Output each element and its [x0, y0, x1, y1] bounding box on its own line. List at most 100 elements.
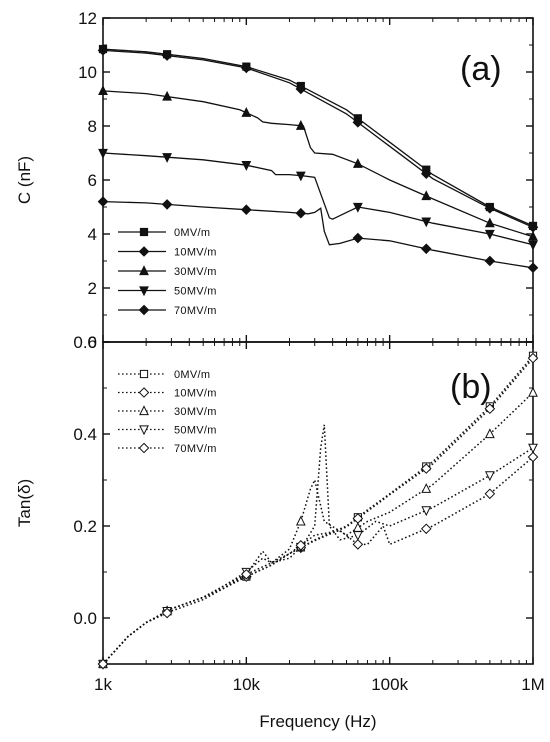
panel-a-series-30mv-m-point — [162, 90, 173, 101]
panel-a-legend-label: 70MV/m — [174, 305, 217, 317]
panel-a-series-30mv-m-point — [98, 85, 108, 95]
panel-a-series-70mv-m-point — [161, 199, 173, 210]
panel-b-legend-label: 0MV/m — [174, 369, 210, 381]
panel-b-legend-marker — [139, 405, 149, 416]
panel-b-series-70mv-m-point — [161, 607, 173, 619]
panel-b-series-30mv-m-point — [528, 386, 538, 397]
panel-b-series-30mv-m-point — [352, 522, 363, 532]
panel-b-legend-label: 70MV/m — [174, 443, 217, 455]
panel-a-legend-label: 30MV/m — [174, 266, 217, 278]
panel-a-series-50mv-m-point — [162, 153, 173, 163]
panel-a-series-30mv-m-point — [241, 107, 252, 117]
panel-b-series-10mv-m-point — [527, 352, 539, 364]
panel-b-legend-item: 50MV/m — [118, 425, 217, 437]
panel-a-series-10mv-m — [97, 45, 539, 233]
panel-b-ytick-label: 0.2 — [73, 517, 97, 536]
panel-b-series-50mv-m-point — [421, 506, 432, 517]
panel-b-legend-label: 50MV/m — [174, 425, 217, 437]
panel-a-series-10mv-m-point — [484, 203, 496, 214]
panel-b-legend-marker — [139, 425, 149, 436]
panel-a-series-50mv-m-point — [421, 217, 432, 228]
panel-b-legend-item: 70MV/m — [118, 442, 217, 455]
panel-a-series-70mv-m-point — [241, 204, 252, 216]
panel-b-series-70mv-m-point — [97, 658, 109, 670]
panel-a-series-70mv-m-point — [295, 207, 307, 219]
panel-a-series-50mv-m-point — [528, 240, 538, 251]
panel-a-legend-marker — [139, 286, 149, 297]
panel-a-series-50mv-m-point — [352, 202, 363, 213]
panel-b-frame — [102, 341, 534, 665]
panel-a-series-70mv-m-point — [97, 196, 109, 207]
panel-a-legend-marker — [139, 227, 149, 237]
panel-b-series-70mv-m-line — [102, 456, 534, 665]
panel-b-legend-item: 10MV/m — [118, 387, 217, 400]
panel-b-ylabel: Tan(δ) — [15, 479, 34, 527]
panel-a-series-50mv-m-point — [98, 148, 108, 159]
panel-a-label: (a) — [460, 50, 502, 88]
panel-b-series-70mv-m-point — [527, 451, 539, 463]
panel-a-legend-marker — [138, 246, 150, 257]
panel-a-legend-label: 0MV/m — [174, 227, 210, 239]
panel-a-series-10mv-m-point — [241, 62, 252, 74]
panel-a-legend-marker — [138, 304, 150, 316]
panel-a-series-50mv-m-point — [295, 171, 306, 182]
panel-a-series-70mv-m-point — [420, 243, 432, 255]
panel-b-legend-item: 30MV/m — [118, 405, 217, 418]
panel-a-series-50mv-m — [98, 148, 538, 251]
panel-b-legend-label: 10MV/m — [174, 388, 217, 400]
panel-b-series-30mv-m-point — [421, 483, 432, 493]
panel-a-series-70mv-m-line — [102, 200, 534, 269]
panel-a-series-70mv-m-point — [527, 262, 539, 274]
panel-b-series-50mv-m — [98, 424, 538, 670]
panel-a-series-50mv-m-line — [102, 152, 534, 246]
panel-b-series-50mv-m-point — [484, 471, 495, 482]
panel-b-legend-label: 30MV/m — [174, 406, 217, 418]
panel-a-series-30mv-m — [98, 85, 538, 241]
panel-a: 0 2 4 6 8 10 12 (a) C (nF) 0MV/m 10MV/m 30MV/m 50… — [15, 9, 539, 352]
panel-a-legend-label: 50MV/m — [174, 286, 217, 298]
panel-b-legend-marker — [138, 442, 150, 454]
panel-a-legend-item: 0MV/m — [118, 227, 210, 239]
panel-a-ytick-label: 10 — [78, 63, 97, 82]
panel-a-series-10mv-m-line — [102, 49, 534, 228]
x-axis-label: Frequency (Hz) — [259, 712, 376, 731]
panel-b-series-30mv-m-point — [295, 515, 306, 526]
panel-a-series-10mv-m-point — [352, 117, 364, 128]
panel-a-series-70mv-m-point — [484, 255, 496, 267]
panel-b-series-10mv-m-line — [102, 357, 534, 665]
panel-b-label: (b) — [450, 368, 492, 406]
panel-a-series-30mv-m-point — [484, 217, 495, 228]
panel-a-legend-label: 10MV/m — [174, 247, 217, 259]
panel-a-ylabel: C (nF) — [15, 156, 34, 204]
panel-b-series-70mv-m-point — [352, 539, 364, 550]
panel-a-series-30mv-m-point — [528, 230, 538, 241]
panel-b-series-70mv-m-point — [420, 523, 432, 535]
panel-b-series-70mv-m-point — [295, 540, 307, 551]
panel-b: 0.0 0.2 0.4 0.6 1k 10k 100k 1M (b) Tan(δ) 0MV/m… — [15, 333, 545, 731]
panel-a-series-10mv-m-point — [295, 83, 307, 95]
panel-a-series — [97, 44, 539, 274]
panel-b-series-50mv-m-line — [102, 424, 534, 665]
panel-b-series-10mv-m-point — [484, 403, 496, 415]
panel-a-ytick-label: 0 — [88, 333, 97, 352]
panel-a-ytick-label: 6 — [88, 171, 97, 190]
panel-a-series-30mv-m-point — [352, 158, 363, 168]
panel-b-series-50mv-m-point — [352, 531, 363, 541]
panel-a-legend-marker — [139, 265, 149, 276]
panel-b-legend-marker — [138, 387, 150, 398]
panel-a-ytick-label: 12 — [78, 9, 97, 28]
panel-a-series-50mv-m-point — [241, 161, 252, 171]
panel-a-legend-item: 50MV/m — [118, 286, 217, 298]
panel-b-series-70mv-m-point — [484, 488, 496, 500]
panel-b-ytick-label: 0.6 — [73, 333, 97, 352]
panel-a-legend-item: 10MV/m — [118, 246, 217, 259]
panel-b-series-30mv-m-line — [102, 392, 534, 665]
panel-a-series-10mv-m-point — [97, 45, 109, 56]
panel-a-series-10mv-m-point — [161, 50, 173, 61]
panel-a-legend-item: 70MV/m — [118, 304, 217, 317]
panel-b-series-30mv-m — [98, 386, 538, 669]
panel-a-series-10mv-m-point — [420, 168, 432, 180]
panel-a-ytick-label: 4 — [88, 225, 97, 244]
panel-a-legend: 0MV/m 10MV/m 30MV/m 50MV/m 70MV/m — [118, 227, 217, 317]
